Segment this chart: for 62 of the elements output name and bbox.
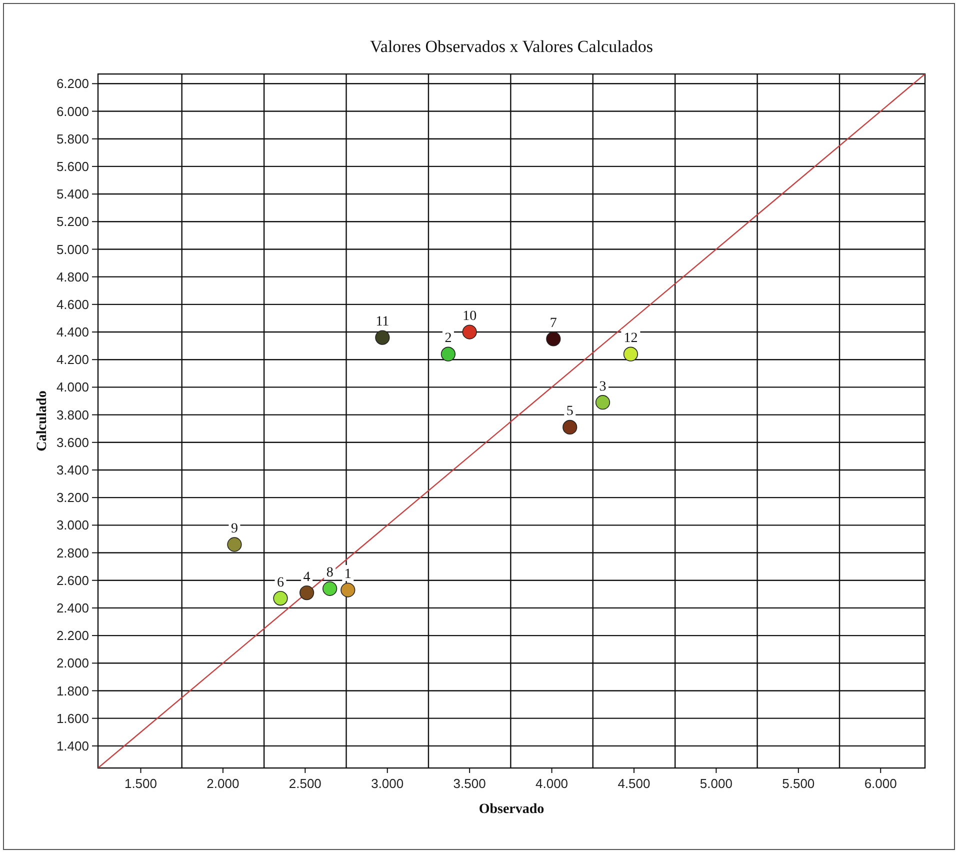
point <box>462 324 477 340</box>
x-tick-label: 5.500 <box>782 776 815 791</box>
x-tick-label: 1.500 <box>124 776 158 791</box>
point <box>273 591 288 606</box>
y-tick-label: 3.400 <box>56 462 89 478</box>
point <box>227 537 242 552</box>
chart-title: Valores Observados x Valores Calculados <box>370 37 653 56</box>
y-tick-label: 5.400 <box>56 186 89 202</box>
series-label: 9 <box>230 521 238 536</box>
y-tick-label: 4.800 <box>56 269 89 284</box>
x-tick-label: 4.500 <box>618 776 650 791</box>
point <box>623 346 638 362</box>
series-label: 12 <box>624 331 638 346</box>
x-tick-label: 4.000 <box>536 776 568 791</box>
y-tick-label: 3.000 <box>56 518 89 533</box>
point <box>322 581 338 596</box>
y-tick-label: 1.600 <box>56 710 89 726</box>
x-tick-label: 3.000 <box>371 776 404 791</box>
series-label: 4 <box>303 570 310 585</box>
y-tick-label: 1.400 <box>56 738 89 754</box>
y-axis-title: Calculado <box>35 390 50 452</box>
y-tick-label: 4.600 <box>56 296 89 312</box>
point <box>562 420 578 435</box>
y-tick-label: 2.200 <box>56 628 89 644</box>
series-label: 8 <box>326 566 334 581</box>
y-tick-label: 3.600 <box>56 434 89 450</box>
y-tick-label: 4.000 <box>56 380 89 395</box>
x-tick-label: 3.500 <box>453 776 486 791</box>
y-tick-label: 2.800 <box>56 545 89 560</box>
x-axis-title: Observado <box>478 802 544 817</box>
point <box>375 330 390 345</box>
point <box>299 585 314 600</box>
series-label: 1 <box>344 567 352 582</box>
y-tick-label: 6.200 <box>56 76 89 92</box>
y-tick-label: 3.800 <box>56 407 89 422</box>
series-label: 6 <box>277 575 284 590</box>
series-label: 2 <box>444 331 452 346</box>
y-tick-label: 5.800 <box>56 131 89 146</box>
y-tick-label: 2.000 <box>56 656 89 671</box>
x-tick-label: 5.000 <box>700 776 732 791</box>
y-tick-label: 5.000 <box>56 242 89 257</box>
x-tick-label: 2.000 <box>206 776 240 791</box>
series-label: 3 <box>599 379 606 394</box>
series-label: 5 <box>566 404 574 420</box>
y-tick-label: 5.200 <box>56 214 89 230</box>
point <box>595 395 610 410</box>
y-tick-label: 5.600 <box>56 158 89 174</box>
y-tick-label: 2.400 <box>56 600 89 616</box>
y-tick-label: 4.400 <box>56 324 89 340</box>
point <box>340 582 356 598</box>
series-label: 11 <box>376 314 390 330</box>
x-tick-label: 2.500 <box>288 776 322 791</box>
y-tick-label: 4.200 <box>56 352 89 368</box>
y-tick-label: 2.600 <box>56 572 89 588</box>
y-tick-label: 3.200 <box>56 490 89 506</box>
x-tick-label: 6.000 <box>864 776 897 791</box>
series-label: 10 <box>462 309 477 324</box>
y-tick-label: 6.000 <box>56 104 89 119</box>
y-tick-label: 1.800 <box>56 683 89 698</box>
series-label: 7 <box>550 316 557 331</box>
point <box>546 332 561 346</box>
point <box>440 346 456 362</box>
